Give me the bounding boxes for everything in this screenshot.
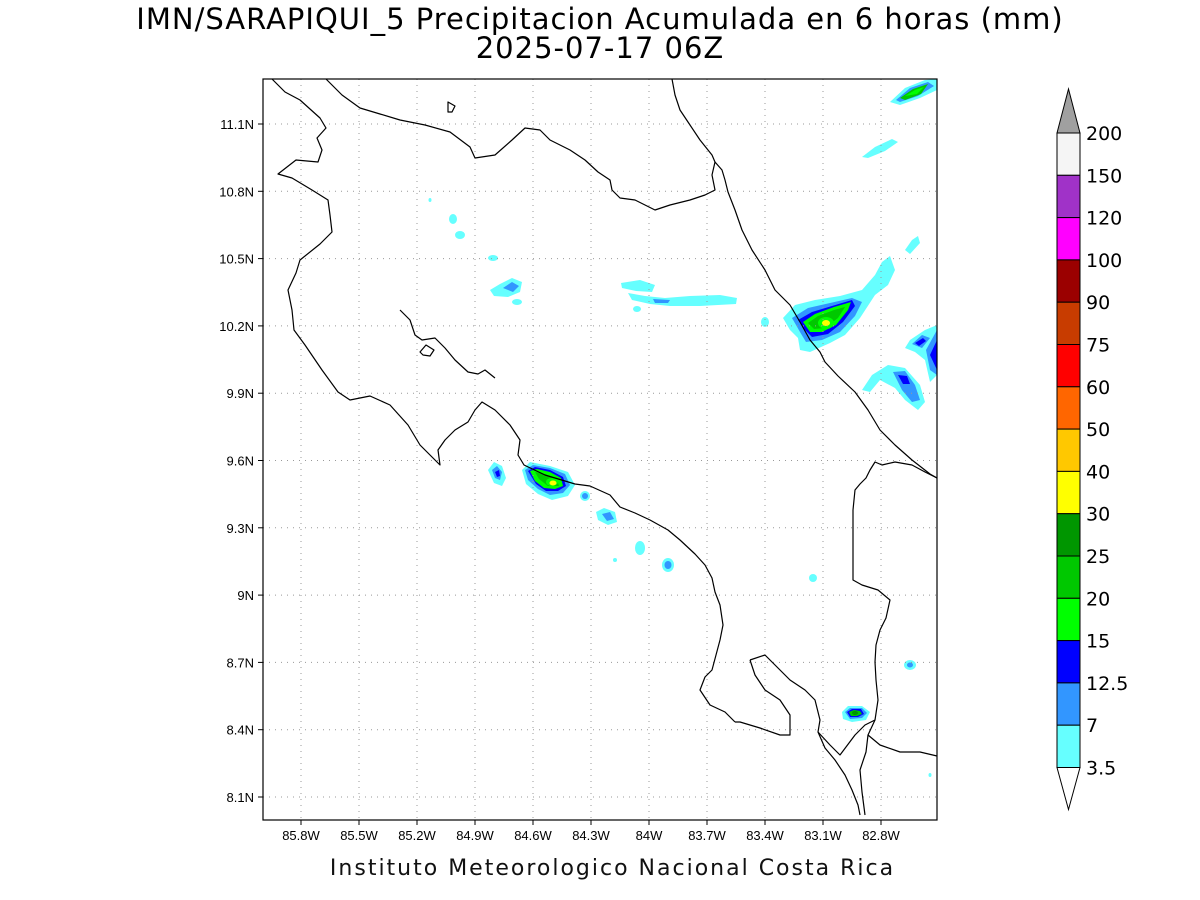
- lon-tick-label: 85.5W: [340, 828, 378, 843]
- lat-tick-label: 8.4N: [227, 723, 254, 738]
- colorbar-label: 25: [1086, 546, 1110, 568]
- colorbar-over-triangle: [1056, 87, 1081, 134]
- precip-cells-coastal: [580, 491, 932, 777]
- precip-colorbar: 200 150 120 100 90 75 60 50 40 30 25 20 15 12.5 7 3.5: [1056, 87, 1128, 812]
- colorbar-label: 150: [1086, 165, 1122, 187]
- precip-cell-south: [842, 706, 870, 722]
- lat-tick-label: 9.6N: [227, 454, 254, 469]
- colorbar-label: 75: [1086, 335, 1110, 357]
- colorbar-bin: [1056, 132, 1081, 176]
- colorbar-bin: [1056, 344, 1081, 388]
- precip-cell-east-edge: [862, 325, 937, 410]
- lon-tick-label: 85.8W: [282, 828, 320, 843]
- coastlines: [271, 78, 938, 816]
- lat-tick-label: 8.7N: [227, 655, 254, 670]
- precip-cell-nw: [428, 198, 522, 305]
- colorbar-label: 12.5: [1086, 673, 1128, 695]
- colorbar-label: 30: [1086, 504, 1110, 526]
- precip-cell-ne-corner: [862, 79, 937, 158]
- map-datetime: 2025-07-17 06Z: [475, 31, 725, 65]
- institution-footer: Instituto Meteorologico Nacional Costa R…: [329, 856, 896, 881]
- lat-tick-label: 8.1N: [227, 790, 254, 805]
- lon-tick-label: 83.1W: [804, 828, 842, 843]
- colorbar-label: 15: [1086, 631, 1110, 653]
- lon-tick-label: 85.2W: [398, 828, 436, 843]
- lat-tick-label: 9.9N: [227, 386, 254, 401]
- precip-band-central: [621, 280, 769, 327]
- colorbar-bin: [1056, 682, 1081, 726]
- lat-tick-label: 9.3N: [227, 521, 254, 536]
- colorbar-label: 60: [1086, 377, 1110, 399]
- colorbar-label: 50: [1086, 419, 1110, 441]
- colorbar-bin: [1056, 301, 1081, 346]
- lat-tick-label: 10.8N: [219, 184, 254, 199]
- colorbar-bin: [1056, 513, 1081, 557]
- latitude-axis: 11.1N 10.8N 10.5N 10.2N 9.9N 9.6N 9.3N 9N 8.7N 8.…: [219, 117, 263, 805]
- colorbar-label: 100: [1086, 250, 1122, 272]
- colorbar-bin: [1056, 386, 1081, 430]
- colorbar-label: 90: [1086, 292, 1110, 314]
- map-frame: [262, 78, 938, 821]
- lon-tick-label: 84.9W: [456, 828, 494, 843]
- precip-field: [428, 79, 937, 777]
- precip-cell-pacific-central: [488, 462, 575, 500]
- colorbar-label: 120: [1086, 208, 1122, 230]
- lon-tick-label: 82.8W: [862, 828, 900, 843]
- colorbar-label: 40: [1086, 461, 1110, 483]
- precip-cell-caribbean-main: [783, 236, 920, 352]
- map-title: IMN/SARAPIQUI_5 Precipitacion Acumulada …: [136, 2, 1064, 36]
- colorbar-bin: [1056, 217, 1081, 261]
- colorbar-bin: [1056, 597, 1081, 642]
- lat-tick-label: 10.2N: [219, 319, 254, 334]
- colorbar-bin: [1056, 259, 1081, 303]
- colorbar-label: 200: [1086, 123, 1122, 145]
- lat-tick-label: 10.5N: [219, 252, 254, 267]
- colorbar-bin: [1056, 555, 1081, 599]
- lat-tick-label: 11.1N: [220, 117, 254, 132]
- colorbar-bin: [1056, 470, 1081, 515]
- lon-tick-label: 84W: [636, 828, 663, 843]
- colorbar-label: 3.5: [1086, 758, 1116, 780]
- colorbar-bin: [1056, 428, 1081, 472]
- lon-tick-label: 84.3W: [572, 828, 610, 843]
- colorbar-label: 7: [1086, 715, 1098, 737]
- colorbar-label: 20: [1086, 588, 1110, 610]
- longitude-axis: 85.8W 85.5W 85.2W 84.9W 84.6W 84.3W 84W 83.7W 83…: [282, 820, 901, 843]
- lat-tick-label: 9N: [237, 588, 254, 603]
- colorbar-bin: [1056, 640, 1081, 684]
- lon-tick-label: 83.7W: [688, 828, 726, 843]
- map-gridlines: [263, 79, 937, 820]
- colorbar-under-triangle: [1056, 767, 1081, 812]
- lon-tick-label: 84.6W: [514, 828, 552, 843]
- colorbar-bin: [1056, 174, 1081, 219]
- lon-tick-label: 83.4W: [746, 828, 784, 843]
- colorbar-bin: [1056, 724, 1081, 769]
